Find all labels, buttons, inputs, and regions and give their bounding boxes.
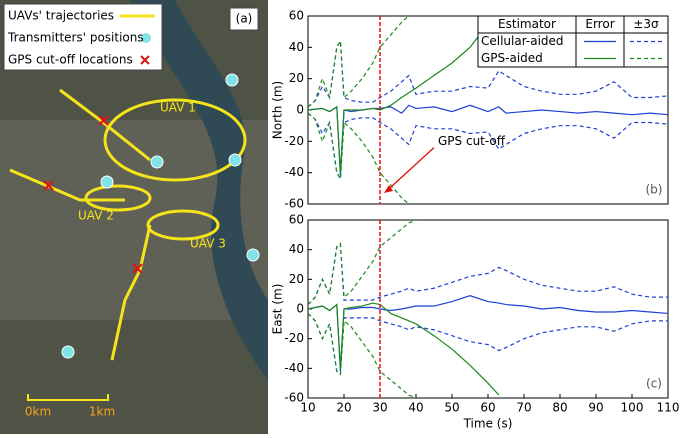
- panel-label: (b): [646, 183, 663, 197]
- y-tick-label: 0: [296, 302, 304, 316]
- sigma-bound: [308, 244, 668, 305]
- plot-area: [308, 220, 668, 398]
- annotation: GPS cut-off: [438, 134, 506, 148]
- y-tick-label: 60: [289, 9, 304, 23]
- y-tick-label: 60: [289, 213, 304, 227]
- x-tick-label: 50: [444, 401, 459, 415]
- x-tick-label: 70: [516, 401, 531, 415]
- error-line: [308, 296, 668, 372]
- x-tick-label: 10: [300, 401, 315, 415]
- x-tick-label: 20: [336, 401, 351, 415]
- uav-label: UAV 1: [160, 101, 196, 115]
- uav-label: UAV 2: [78, 209, 114, 223]
- y-tick-label: -40: [284, 165, 304, 179]
- scale-label: 0km: [25, 405, 51, 419]
- error-line: [308, 303, 499, 395]
- annotation-arrow: [386, 148, 434, 192]
- x-tick-label: 30: [372, 401, 387, 415]
- y-tick-label: -20: [284, 134, 304, 148]
- y-tick-label: 40: [289, 242, 304, 256]
- map-legend-text: Transmitters' positions: [7, 31, 144, 45]
- y-tick-label: 0: [296, 103, 304, 117]
- map-legend-text: GPS cut-off locations: [8, 53, 133, 67]
- y-tick-label: 40: [289, 40, 304, 54]
- x-tick-label: 60: [480, 401, 495, 415]
- map-legend-text: UAVs' trajectories: [8, 9, 114, 23]
- legend-header: ±3σ: [633, 17, 659, 31]
- x-tick-label: 40: [408, 401, 423, 415]
- x-tick-label: 110: [657, 401, 680, 415]
- figure: UAVs' trajectories Transmitters' positio…: [0, 0, 692, 434]
- panel-label: (a): [236, 12, 253, 26]
- sigma-bound: [308, 16, 409, 107]
- y-tick-label: -40: [284, 361, 304, 375]
- legend-header: Estimator: [498, 17, 556, 31]
- y-tick-label: -60: [284, 197, 304, 211]
- error-line: [308, 24, 488, 173]
- x-tick-label: 90: [588, 401, 603, 415]
- map-panel: UAVs' trajectories Transmitters' positio…: [0, 0, 268, 434]
- legend-entry: GPS-aided: [481, 51, 543, 65]
- y-axis-label: North (m): [271, 81, 285, 139]
- y-axis-label: East (m): [271, 284, 285, 335]
- scale-label: 1km: [89, 405, 115, 419]
- x-tick-label: 100: [621, 401, 644, 415]
- x-axis-label: Time (s): [463, 417, 513, 431]
- legend-header: Error: [585, 17, 614, 31]
- legend-entry: Cellular-aided: [481, 34, 564, 48]
- y-tick-label: 20: [289, 71, 304, 85]
- sigma-bound: [308, 313, 668, 374]
- sigma-bound: [308, 113, 409, 204]
- uav-label: UAV 3: [190, 237, 226, 251]
- y-tick-label: 20: [289, 272, 304, 286]
- panel-label: (c): [646, 377, 662, 391]
- x-tick-label: 80: [552, 401, 567, 415]
- plot-frame: [308, 220, 668, 398]
- y-tick-label: -20: [284, 331, 304, 345]
